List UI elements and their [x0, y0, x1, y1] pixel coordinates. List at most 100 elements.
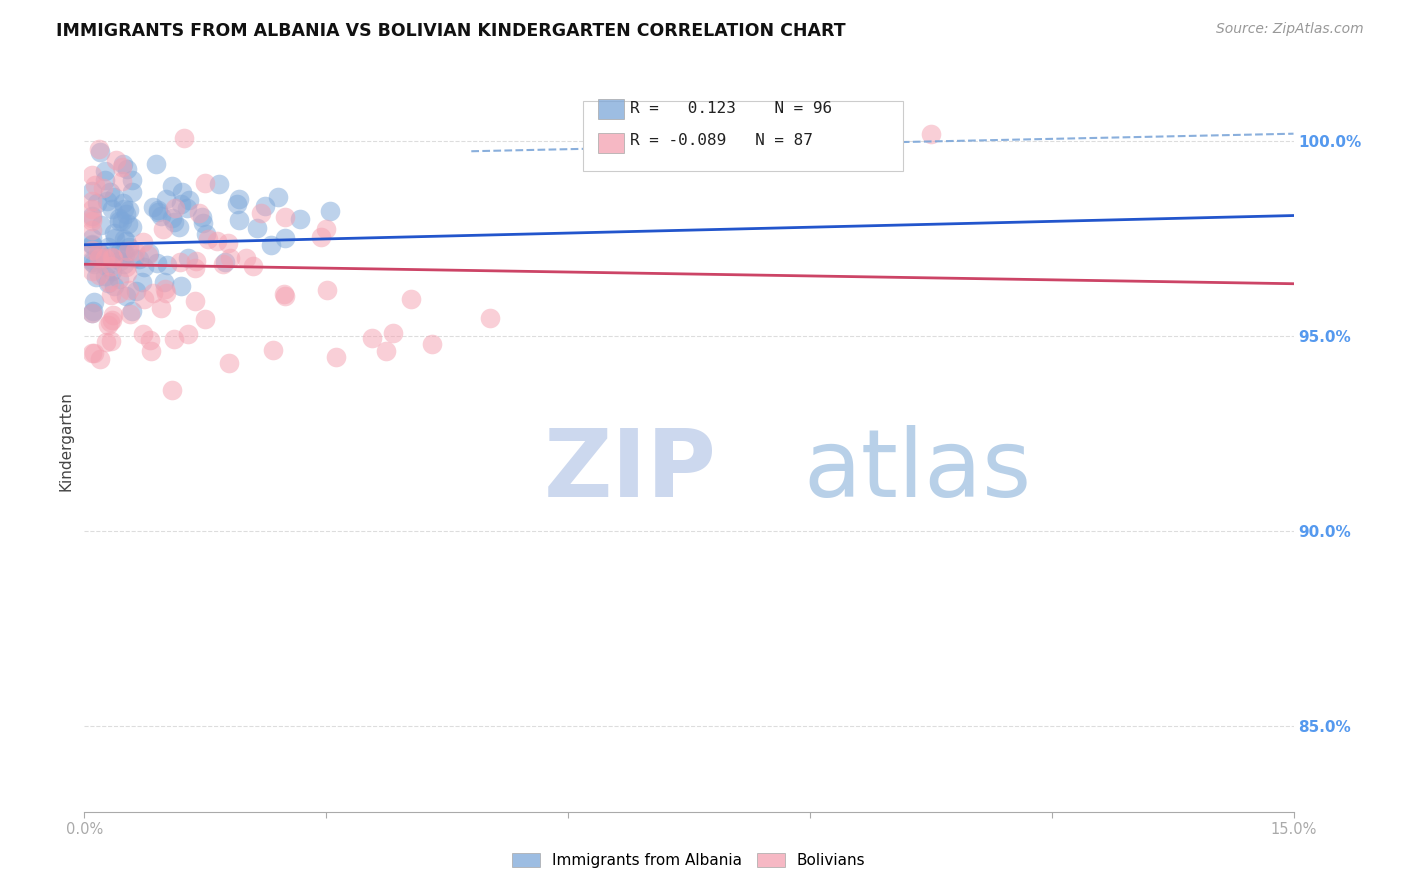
Point: [82, 252, 104, 267]
Point: [197, 232, 219, 246]
Point: [97, 249, 120, 263]
Point: [101, 264, 124, 278]
Point: [142, 200, 165, 214]
Text: Source: ZipAtlas.com: Source: ZipAtlas.com: [1216, 22, 1364, 37]
Point: [94, 334, 117, 349]
Point: [183, 294, 205, 309]
Point: [118, 202, 141, 217]
Point: [153, 275, 176, 289]
Point: [132, 326, 155, 341]
Point: [186, 254, 208, 268]
Point: [163, 215, 186, 229]
Point: [100, 202, 122, 216]
Point: [132, 293, 155, 307]
Point: [114, 247, 136, 261]
Text: ZIP: ZIP: [544, 425, 717, 517]
Point: [86, 246, 108, 260]
Point: [97, 318, 120, 333]
Point: [315, 222, 337, 236]
Point: [228, 213, 250, 227]
FancyBboxPatch shape: [582, 101, 903, 171]
Point: [114, 260, 136, 275]
Point: [273, 286, 295, 301]
Point: [82, 346, 104, 360]
Point: [82, 214, 104, 228]
Point: [319, 203, 342, 218]
Point: [138, 333, 160, 347]
Point: [316, 283, 339, 297]
Point: [82, 237, 104, 252]
Point: [173, 131, 195, 145]
Point: [82, 211, 104, 226]
Point: [228, 192, 250, 206]
Point: [160, 211, 183, 225]
Point: [177, 251, 200, 265]
Point: [153, 282, 176, 296]
Point: [107, 211, 129, 226]
Point: [83, 256, 105, 270]
Point: [188, 206, 211, 220]
FancyBboxPatch shape: [599, 133, 624, 153]
Point: [191, 216, 214, 230]
Point: [122, 251, 145, 265]
Point: [218, 251, 240, 265]
Point: [124, 284, 146, 298]
Point: [235, 251, 257, 265]
Point: [108, 214, 131, 228]
Point: [82, 194, 104, 209]
Point: [169, 278, 191, 293]
Point: [110, 174, 132, 188]
Point: [121, 304, 143, 318]
Point: [138, 245, 160, 260]
Point: [107, 286, 129, 301]
Point: [108, 254, 131, 268]
Legend: Immigrants from Albania, Bolivians: Immigrants from Albania, Bolivians: [506, 847, 872, 874]
Point: [100, 334, 122, 349]
Point: [101, 308, 124, 322]
Point: [118, 240, 141, 254]
Point: [132, 235, 155, 249]
Point: [273, 211, 295, 225]
Point: [131, 275, 153, 289]
Point: [84, 178, 107, 193]
Point: [920, 127, 942, 141]
Point: [114, 202, 136, 217]
Point: [167, 219, 190, 234]
Point: [97, 239, 120, 253]
Point: [104, 153, 127, 167]
Point: [253, 199, 276, 213]
Point: [177, 327, 200, 342]
Point: [170, 197, 193, 211]
Point: [90, 253, 112, 268]
Point: [100, 313, 122, 327]
Point: [112, 256, 135, 270]
Point: [479, 311, 502, 326]
Point: [94, 252, 117, 266]
Point: [217, 236, 239, 251]
Point: [118, 284, 141, 298]
FancyBboxPatch shape: [599, 99, 624, 120]
Point: [190, 210, 212, 224]
Point: [89, 352, 111, 367]
Point: [117, 162, 139, 177]
Point: [82, 209, 104, 223]
Point: [87, 251, 110, 265]
Point: [89, 244, 111, 259]
Point: [112, 232, 135, 246]
Point: [146, 256, 169, 270]
Point: [128, 252, 150, 267]
Point: [117, 244, 139, 259]
Point: [205, 234, 228, 248]
Point: [100, 315, 122, 329]
Point: [103, 190, 125, 204]
Point: [112, 195, 135, 210]
Point: [155, 192, 177, 206]
Point: [361, 331, 384, 345]
Point: [262, 343, 284, 357]
Point: [82, 304, 104, 318]
Point: [86, 196, 108, 211]
Point: [93, 173, 115, 187]
Point: [242, 259, 264, 273]
Point: [97, 276, 120, 290]
Point: [101, 252, 124, 266]
